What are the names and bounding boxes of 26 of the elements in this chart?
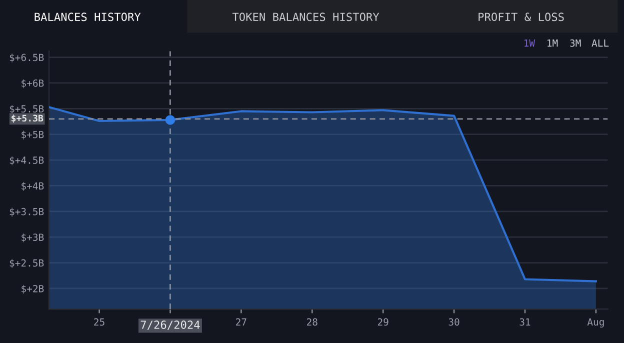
y-tick-label: $+5B — [22, 130, 44, 140]
y-tick-label: $+4B — [22, 182, 44, 191]
x-tick-label: 28 — [306, 318, 318, 326]
x-tick-label: 31 — [520, 318, 530, 326]
y-tick-label: $+3B — [22, 233, 44, 242]
x-tick-label: Aug — [587, 318, 604, 328]
x-tick-label: 29 — [378, 318, 388, 326]
text: 1W — [524, 40, 536, 47]
y-tick-label: $+5.5B — [10, 104, 44, 114]
y-tick-label: $+2.5B — [10, 259, 44, 268]
x-tick-label: 27 — [236, 318, 246, 326]
text: ALL — [592, 40, 609, 47]
y-tick-label: $+6.5B — [10, 54, 44, 62]
ref-line-label: $+5.3B — [12, 114, 44, 123]
y-tick-label: $+6B — [22, 79, 44, 88]
text: 3M — [570, 39, 581, 47]
x-tick-label: 30 — [448, 318, 460, 326]
text: TOKEN BALANCES HISTORY — [232, 12, 380, 22]
text: PROFIT & LOSS — [478, 12, 564, 22]
y-tick-label: $+4.5B — [10, 156, 44, 166]
text: 1M — [548, 40, 558, 47]
ref-line-label: 7/26/2024 — [140, 320, 200, 330]
x-tick-label: 25 — [94, 318, 104, 326]
y-tick-label: $+2B — [22, 284, 44, 294]
text: BALANCES HISTORY — [34, 12, 141, 22]
y-tick-label: $+3.5B — [10, 208, 44, 217]
